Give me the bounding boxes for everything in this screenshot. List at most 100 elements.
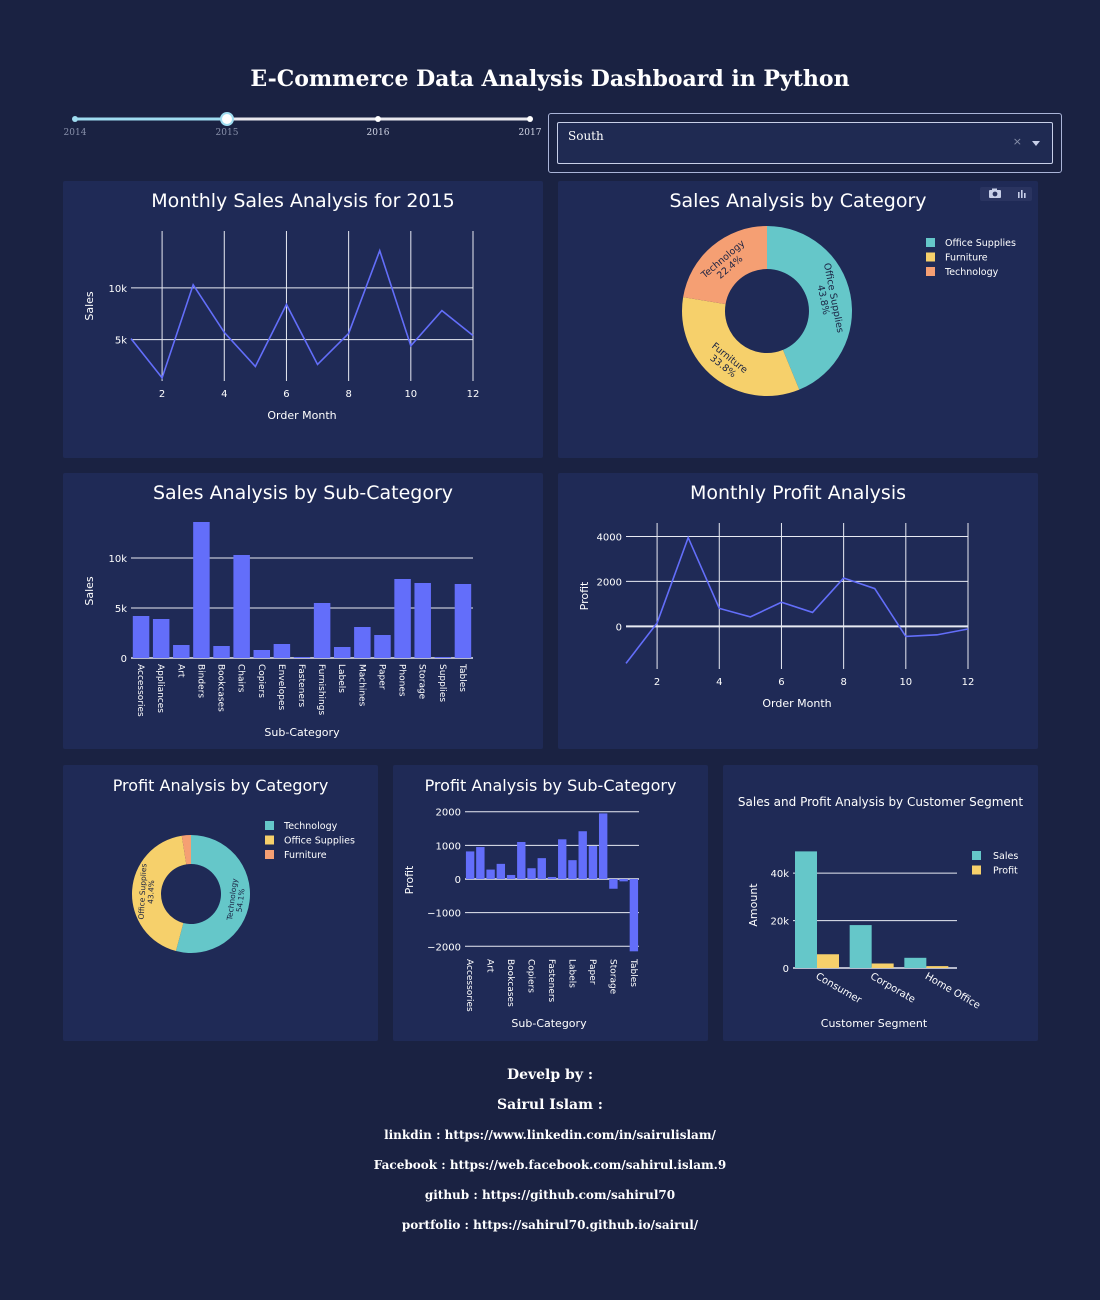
bar [233, 555, 250, 658]
y-tick-label: 5k [115, 336, 127, 347]
x-axis-label: Sub-Category [511, 1017, 587, 1030]
x-tick-label: Storage [607, 959, 617, 995]
legend-swatch [926, 252, 935, 262]
footer-portfolio[interactable]: portfolio : https://sahirul70.github.io/… [401, 1218, 699, 1232]
bar [795, 851, 817, 968]
y-tick-label: −2000 [427, 942, 461, 953]
bar [578, 831, 587, 879]
series-line [130, 248, 474, 380]
legend-entry: Office Supplies [945, 238, 1016, 249]
monthly-profit-card: Monthly Profit Analysis 2 4 6 8 10 12 0 2000 400… [558, 473, 1038, 749]
y-axis-label: Profit [403, 865, 416, 894]
year-slider-track[interactable]: 2014 2015 2016 2017 [60, 108, 550, 148]
slider-mark-2015[interactable]: 2015 [216, 128, 239, 138]
pie-slice [682, 297, 800, 396]
y-tick-label: 4000 [597, 532, 622, 543]
x-tick-label: Storage [417, 664, 427, 700]
bar [173, 645, 190, 658]
profit-by-subcategory-chart[interactable]: −2000 −1000 0 1000 2000 Accessories Art Bookcas… [393, 765, 708, 1041]
x-tick-label: Fasteners [296, 664, 306, 708]
x-tick-label: Consumer [814, 971, 864, 1006]
footer-facebook[interactable]: Facebook : https://web.facebook.com/sahi… [373, 1158, 727, 1172]
y-tick-label: 2000 [597, 577, 622, 588]
chart-title: Sales Analysis by Sub-Category [152, 482, 454, 504]
x-tick-label: 10 [404, 389, 417, 400]
x-tick-label: Copiers [526, 959, 536, 993]
chart-title: Profit Analysis by Category [112, 776, 329, 795]
x-tick-label: 2 [654, 677, 660, 688]
y-axis-label: Profit [578, 581, 591, 610]
bar [374, 635, 391, 658]
x-axis-label: Sub-Category [264, 726, 340, 739]
legend-swatch [926, 267, 935, 276]
bar [313, 603, 331, 658]
region-select[interactable]: South × [557, 122, 1053, 164]
bar [414, 583, 431, 658]
slider-mark-2016[interactable]: 2016 [367, 128, 390, 138]
x-axis-label: Order Month [267, 409, 336, 422]
x-tick-label: 8 [345, 389, 351, 400]
x-tick-label: Fasteners [546, 959, 556, 1003]
bar [465, 851, 475, 879]
chart-title: Monthly Profit Analysis [690, 482, 906, 504]
x-tick-label: Accessories [464, 959, 474, 1012]
bar [849, 925, 872, 968]
bar [527, 868, 536, 879]
slider-dot-2017[interactable] [527, 116, 533, 122]
monthly-sales-card: Monthly Sales Analysis for 2015 2 4 6 8 10 12… [63, 181, 543, 458]
slider-handle[interactable] [220, 112, 234, 126]
slider-dot-2014[interactable] [72, 116, 78, 122]
bar [454, 584, 472, 658]
region-dropdown[interactable]: South × [548, 113, 1062, 173]
x-tick-label: Paper [587, 959, 597, 985]
x-tick-label: 6 [283, 389, 289, 400]
bar [253, 650, 271, 658]
bar [926, 966, 949, 968]
bar [817, 954, 839, 968]
slider-mark-2017[interactable]: 2017 [519, 128, 542, 138]
y-axis-label: Sales [83, 576, 96, 606]
x-tick-label: Chairs [236, 664, 246, 693]
footer-developed-by: Develp by : [506, 1067, 594, 1083]
sales-by-category-chart[interactable]: Office Supplies43.8%Furniture33.8%Techno… [558, 181, 1038, 458]
bar [537, 858, 546, 879]
footer-linkedin[interactable]: linkdin : https://www.linkedin.com/in/sa… [384, 1128, 716, 1142]
segment-chart[interactable]: 0 20k 40k Consumer Corporate Home Office Sales… [723, 765, 1038, 1041]
y-tick-label: 1000 [436, 841, 461, 852]
bar [152, 619, 170, 658]
segment-card: Sales and Profit Analysis by Customer Se… [723, 765, 1038, 1041]
y-tick-label: −1000 [427, 909, 461, 920]
bar [476, 847, 485, 879]
legend-swatch [926, 238, 935, 247]
monthly-profit-chart[interactable]: 2 4 6 8 10 12 0 2000 4000 Order Month Profit [558, 473, 1038, 749]
bar [588, 846, 598, 879]
bar [558, 839, 567, 879]
y-tick-label: 20k [770, 917, 789, 928]
x-tick-label: Machines [356, 664, 366, 707]
year-slider[interactable]: 2014 2015 2016 2017 [60, 108, 550, 148]
bar [213, 646, 230, 658]
clear-icon[interactable]: × [1012, 135, 1022, 148]
legend-swatch [265, 850, 274, 859]
camera-icon[interactable] [989, 188, 1001, 199]
footer-github[interactable]: github : https://github.com/sahirul70 [424, 1188, 676, 1202]
monthly-sales-chart[interactable]: 2 4 6 8 10 12 5k 10k Order Month Sales [63, 181, 543, 458]
legend-entry: Profit [993, 866, 1018, 877]
slider-mark-2014[interactable]: 2014 [64, 128, 87, 138]
page-title: E-Commerce Data Analysis Dashboard in Py… [250, 66, 850, 92]
x-tick-label: 12 [467, 389, 480, 400]
y-axis-label: Amount [747, 883, 760, 927]
bar [598, 813, 608, 879]
pie-slice [767, 226, 852, 390]
plotly-logo-icon[interactable] [1018, 190, 1026, 198]
x-tick-label: Labels [336, 664, 346, 693]
slice-percent: 43.4% [146, 880, 156, 904]
x-tick-label: 4 [221, 389, 227, 400]
sales-by-subcategory-chart[interactable]: 0 5k 10k Accessories Appliances Art Binders Boo… [63, 473, 543, 749]
bar [193, 522, 210, 658]
chevron-down-icon[interactable] [1032, 141, 1040, 146]
chart-title: Sales and Profit Analysis by Customer Se… [737, 795, 1024, 809]
slider-dot-2016[interactable] [375, 116, 381, 122]
legend-entry: Furniture [284, 850, 327, 861]
